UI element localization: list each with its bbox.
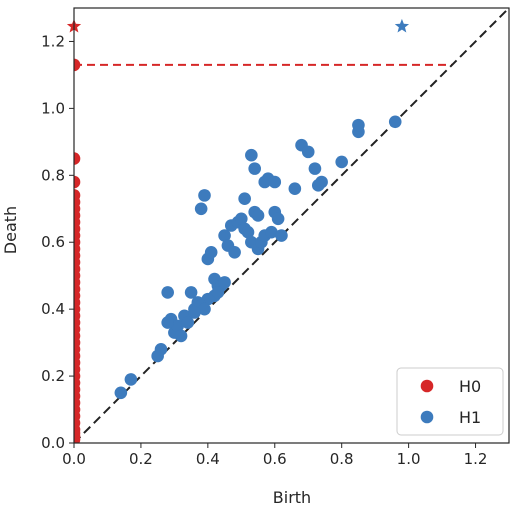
point-h1 bbox=[315, 175, 328, 189]
point-h1 bbox=[271, 212, 285, 226]
legend-marker-h0 bbox=[420, 379, 434, 393]
point-h1 bbox=[174, 329, 188, 343]
point-h1 bbox=[251, 209, 265, 222]
point-h1 bbox=[248, 162, 261, 175]
point-h1 bbox=[124, 373, 138, 386]
y-tick-label: 0.2 bbox=[41, 367, 65, 385]
point-h1 bbox=[218, 276, 231, 289]
point-h1 bbox=[388, 115, 402, 129]
axes: 0.0 0.2 0.4 0.6 0.8 1.0 1.2 0.0 0.2 0.4 0.6 0.8 1.0 1… bbox=[41, 7, 510, 468]
x-tick-label: 0.4 bbox=[196, 450, 220, 468]
point-h1 bbox=[181, 316, 195, 329]
y-tick-label: 0.8 bbox=[41, 166, 65, 184]
y-tick-label: 0.0 bbox=[41, 434, 65, 452]
plot-frame bbox=[73, 7, 510, 444]
x-tick-label: 0.0 bbox=[62, 450, 86, 468]
y-tick-label: 0.6 bbox=[41, 233, 65, 251]
infinite-point-h1 bbox=[394, 18, 410, 33]
point-h1 bbox=[114, 386, 128, 400]
point-h1 bbox=[188, 306, 201, 319]
legend: H0 H1 bbox=[396, 367, 504, 436]
y-axis-label: Death bbox=[1, 206, 20, 254]
y-tick-label: 1.2 bbox=[41, 32, 65, 50]
x-axis-label: Birth bbox=[273, 488, 311, 507]
point-h1 bbox=[301, 145, 315, 159]
point-h1 bbox=[335, 155, 348, 169]
x-tick-label: 1.0 bbox=[397, 450, 421, 468]
point-h1 bbox=[184, 286, 198, 299]
point-h1 bbox=[198, 189, 211, 202]
point-h0 bbox=[74, 175, 81, 189]
point-h1 bbox=[245, 148, 258, 162]
x-tick-label: 0.2 bbox=[129, 450, 153, 468]
plot-area bbox=[66, 8, 509, 443]
x-tick-label: 0.6 bbox=[263, 450, 287, 468]
legend-label-h0: H0 bbox=[459, 377, 481, 396]
x-tick-label: 1.2 bbox=[464, 450, 488, 468]
point-h1 bbox=[308, 162, 322, 175]
y-tick-label: 0.4 bbox=[41, 300, 65, 318]
point-h1 bbox=[238, 192, 251, 206]
point-h1 bbox=[194, 202, 208, 216]
point-h1 bbox=[161, 286, 174, 299]
diagonal-line bbox=[74, 8, 509, 443]
point-h1 bbox=[154, 343, 168, 356]
point-h1 bbox=[268, 175, 282, 189]
point-h1 bbox=[204, 245, 218, 259]
point-h1 bbox=[228, 245, 241, 259]
y-tick-label: 1.0 bbox=[41, 99, 65, 117]
legend-box bbox=[396, 367, 504, 436]
point-h1 bbox=[352, 118, 365, 132]
legend-label-h1: H1 bbox=[459, 408, 481, 427]
point-h1 bbox=[218, 229, 231, 242]
point-h1 bbox=[241, 225, 255, 239]
point-h1 bbox=[275, 229, 288, 242]
point-h1 bbox=[211, 286, 225, 299]
point-h1 bbox=[161, 316, 174, 329]
point-h1 bbox=[171, 319, 185, 333]
point-h0 bbox=[74, 58, 81, 72]
legend-marker-h1 bbox=[420, 410, 434, 424]
point-h1 bbox=[235, 212, 248, 226]
point-h0 bbox=[74, 433, 81, 443]
point-h0 bbox=[74, 152, 81, 165]
point-h1 bbox=[265, 225, 278, 239]
point-h1 bbox=[198, 302, 211, 316]
x-tick-label: 0.8 bbox=[330, 450, 354, 468]
point-h1 bbox=[288, 182, 302, 195]
